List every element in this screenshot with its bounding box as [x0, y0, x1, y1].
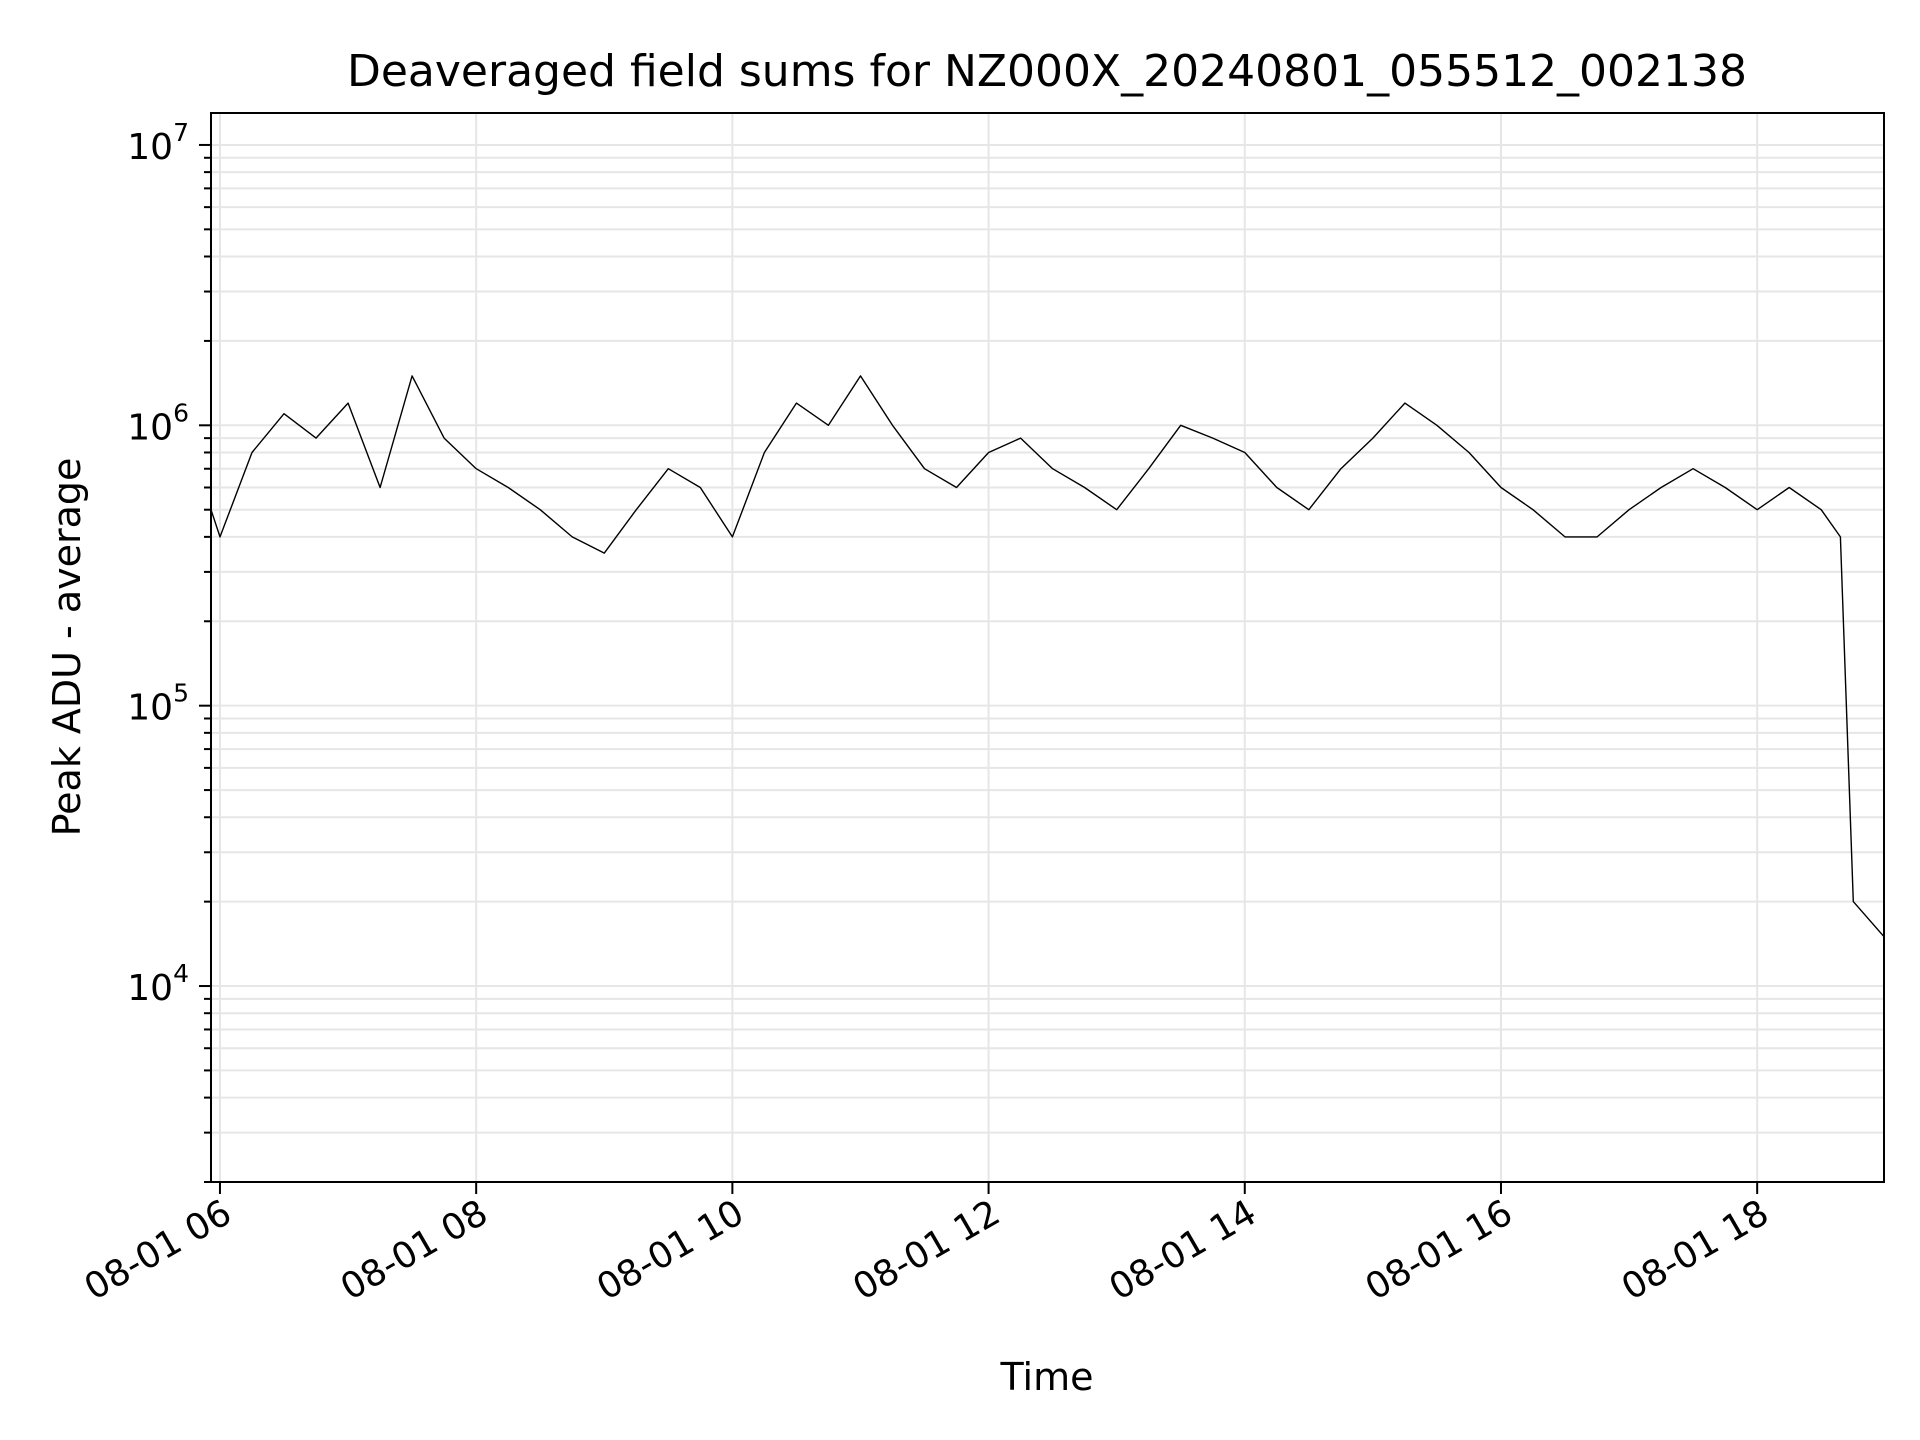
- chart-title: Deaveraged field sums for NZ000X_2024080…: [347, 46, 1747, 97]
- series-line: [211, 375, 1884, 938]
- y-axis-ticks: 104 105 106 107: [127, 118, 211, 1183]
- plot-area: [211, 375, 1884, 938]
- y-tick-label: 107: [127, 118, 189, 168]
- y-tick-label: 106: [127, 398, 189, 448]
- y-tick-label: 105: [127, 679, 189, 729]
- y-tick-label: 104: [127, 959, 189, 1009]
- x-axis-label: Time: [1000, 1355, 1094, 1399]
- y-axis-label: Peak ADU - average: [45, 458, 89, 837]
- plot-frame: [210, 112, 1885, 1183]
- grid-lines: [211, 113, 1884, 1183]
